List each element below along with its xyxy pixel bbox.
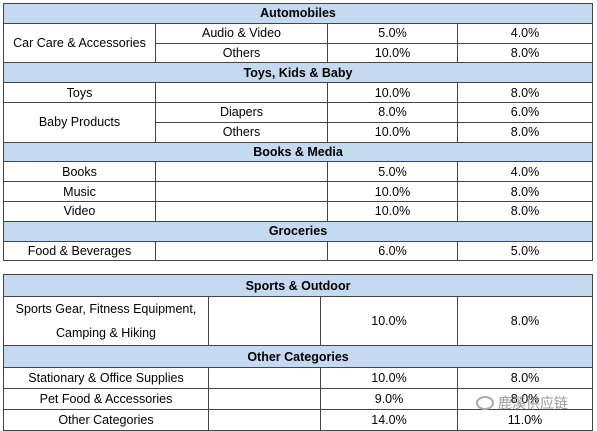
table-body: Automobiles Car Care & Accessories Audio &… xyxy=(2,3,594,262)
section-title: Automobiles xyxy=(2,3,594,24)
item-name: Pet Food & Accessories xyxy=(3,388,209,410)
empty-cell xyxy=(155,200,328,222)
item-name: Food & Beverages xyxy=(3,240,156,262)
section-title: Sports & Outdoor xyxy=(2,274,594,297)
watermark-text: 鹿溪供应链 xyxy=(498,396,568,412)
table: Sports & Outdoor Sports Gear, Fitness Equ… xyxy=(2,274,594,431)
table: Automobiles Car Care & Accessories Audio &… xyxy=(2,3,594,262)
rate: 8.0% xyxy=(327,101,458,123)
rate: 4.0% xyxy=(456,22,594,44)
section-row: Automobiles xyxy=(2,3,594,24)
rate: 8.0% xyxy=(456,181,594,202)
row: Stationary & Office Supplies 10.0% 8.0% xyxy=(3,367,594,389)
section-row: Groceries xyxy=(2,220,594,242)
rate: 10.0% xyxy=(327,82,458,103)
row: Car Care & Accessories Audio & Video 5.0% 4… xyxy=(3,22,594,64)
sub-item: Audio & Video xyxy=(155,22,328,44)
section-title: Groceries xyxy=(2,220,594,242)
section-row: Toys, Kids & Baby xyxy=(2,62,594,84)
rate: 4.0% xyxy=(456,161,594,183)
row: Sports Gear, Fitness Equipment, Camping &… xyxy=(3,296,594,346)
rate: 8.0% xyxy=(456,200,594,222)
sub-item: Diapers xyxy=(155,101,328,123)
rate: 5.0% xyxy=(456,240,594,262)
item-name: Music xyxy=(3,181,156,202)
rate: 10.0% xyxy=(320,367,458,389)
row: Music 10.0% 8.0% xyxy=(3,181,594,202)
empty-cell xyxy=(208,296,321,346)
item-name: Stationary & Office Supplies xyxy=(3,367,209,389)
empty-cell xyxy=(155,240,328,262)
rate: 8.0% xyxy=(456,82,594,103)
row: Food & Beverages 6.0% 5.0% xyxy=(3,240,594,262)
item-name: Video xyxy=(3,200,156,222)
row: Others 10.0% 8.0% xyxy=(4,121,594,143)
item-name-line: Camping & Hiking xyxy=(55,326,157,340)
row: Toys 10.0% 8.0% xyxy=(3,82,594,103)
empty-cell xyxy=(208,367,321,389)
empty-cell xyxy=(155,161,328,183)
rate: 5.0% xyxy=(327,161,458,183)
rate: 6.0% xyxy=(327,240,458,262)
row: Other Categories 14.0% 11.0% xyxy=(3,409,594,431)
rate: 10.0% xyxy=(327,121,458,143)
row: Video 10.0% 8.0% xyxy=(3,200,594,222)
rate: 5.0% xyxy=(327,22,458,44)
row: Books 5.0% 4.0% xyxy=(3,161,594,183)
watermark-icon xyxy=(476,396,494,410)
rate: 11.0% xyxy=(456,409,594,431)
item-name: Toys xyxy=(3,82,156,103)
item-name: Car Care & Accessories xyxy=(3,22,156,64)
section-title: Toys, Kids & Baby xyxy=(2,62,594,84)
rate: 6.0% xyxy=(456,101,594,123)
section-row: Books & Media xyxy=(2,141,594,163)
watermark: 鹿溪供应链 xyxy=(476,393,568,413)
empty-cell xyxy=(155,181,328,202)
row: Baby Products Diapers 8.0% 6.0% xyxy=(3,101,594,143)
item-name-line: Sports Gear, Fitness Equipment, xyxy=(15,302,197,316)
rate: 10.0% xyxy=(327,200,458,222)
rate: 10.0% xyxy=(327,181,458,202)
sub-item: Others xyxy=(155,42,328,64)
rate: 10.0% xyxy=(320,296,458,346)
rate: 8.0% xyxy=(456,121,594,143)
rate: 9.0% xyxy=(320,388,458,410)
section-title: Books & Media xyxy=(2,141,594,163)
rate: 14.0% xyxy=(320,409,458,431)
rate: 8.0% xyxy=(456,296,594,346)
empty-cell xyxy=(208,409,321,431)
rate: 8.0% xyxy=(456,42,594,64)
rate: 8.0% xyxy=(456,367,594,389)
section-row: Other Categories xyxy=(2,345,594,368)
item-name: Sports Gear, Fitness Equipment, Camping &… xyxy=(3,296,209,346)
item-name: Other Categories xyxy=(3,409,209,431)
empty-cell xyxy=(155,82,328,103)
empty-cell xyxy=(208,388,321,410)
section-title: Other Categories xyxy=(2,345,594,368)
rate: 10.0% xyxy=(327,42,458,64)
section-row: Sports & Outdoor xyxy=(2,274,594,297)
table-body: Sports & Outdoor Sports Gear, Fitness Equ… xyxy=(2,274,594,431)
item-name: Baby Products xyxy=(3,101,156,143)
item-name: Books xyxy=(3,161,156,183)
sub-item: Others xyxy=(155,121,328,143)
